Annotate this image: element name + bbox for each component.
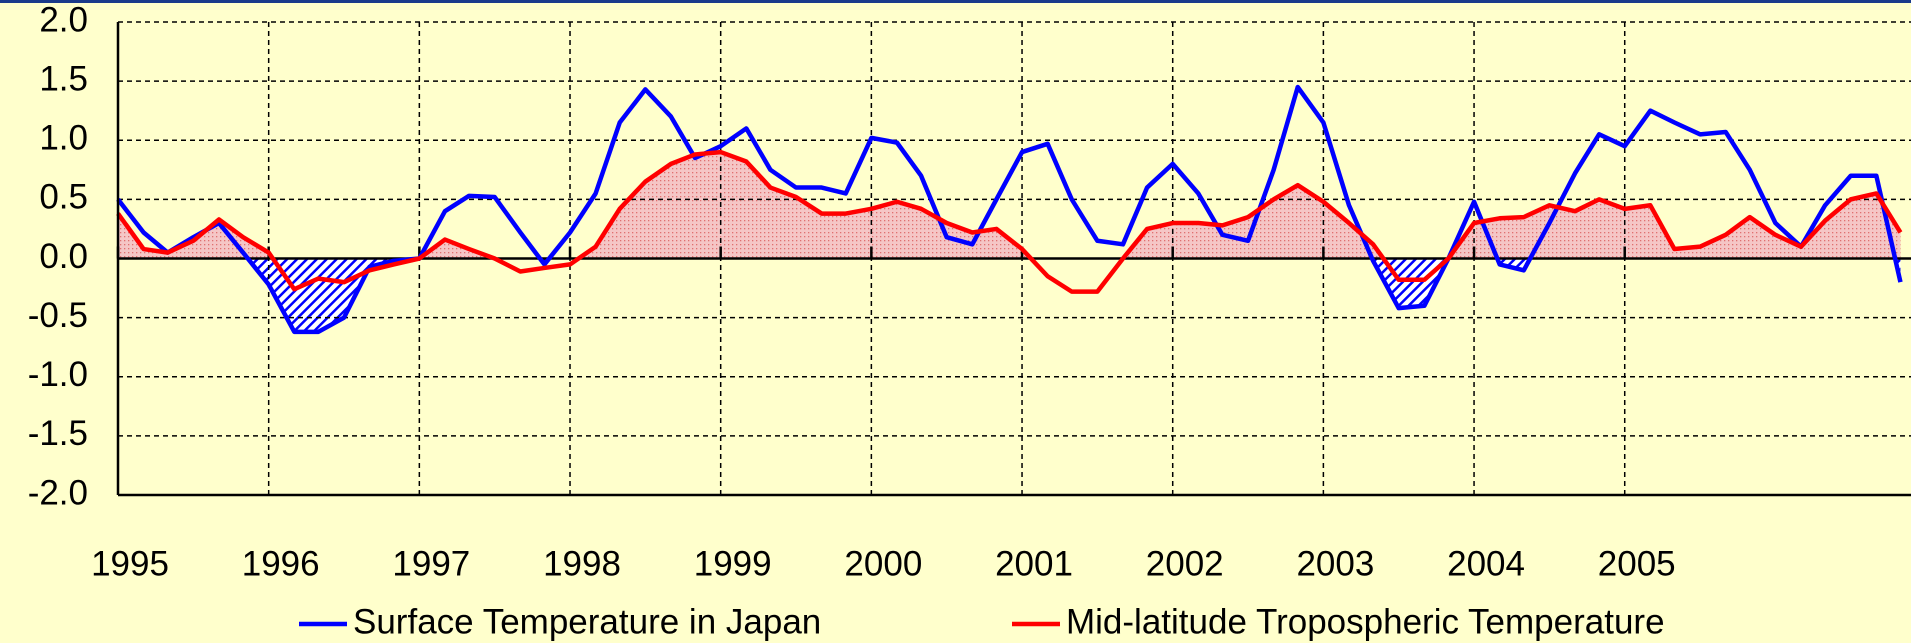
x-tick-label: 1999 [694, 544, 772, 583]
x-tick-label: 2005 [1598, 544, 1676, 583]
x-tick-label: 2004 [1447, 544, 1525, 583]
top-border [0, 0, 1911, 3]
y-tick-label: 1.0 [39, 119, 88, 158]
x-tick-label: 2003 [1296, 544, 1374, 583]
x-tick-label: 1998 [543, 544, 621, 583]
x-tick-label: 1997 [392, 544, 470, 583]
y-tick-label: -2.0 [28, 473, 88, 512]
x-tick-label: 1995 [91, 544, 169, 583]
y-tick-label: 0.5 [39, 178, 88, 217]
positive-fill [118, 152, 1901, 259]
x-tick-label: 1996 [242, 544, 320, 583]
y-tick-label: 2.0 [39, 0, 88, 39]
legend-label: Mid-latitude Tropospheric Temperature [1066, 602, 1665, 641]
negative-fill [118, 258, 1901, 332]
legend-label: Surface Temperature in Japan [353, 602, 821, 641]
y-tick-label: -0.5 [28, 296, 88, 335]
x-tick-label: 2001 [995, 544, 1073, 583]
y-tick-label: 0.0 [39, 237, 88, 276]
x-tick-label: 2002 [1146, 544, 1224, 583]
y-tick-label: -1.0 [28, 355, 88, 394]
y-tick-label: -1.5 [28, 414, 88, 453]
series-line [116, 149, 1903, 294]
y-tick-label: 1.5 [39, 59, 88, 98]
x-tick-label: 2000 [844, 544, 922, 583]
